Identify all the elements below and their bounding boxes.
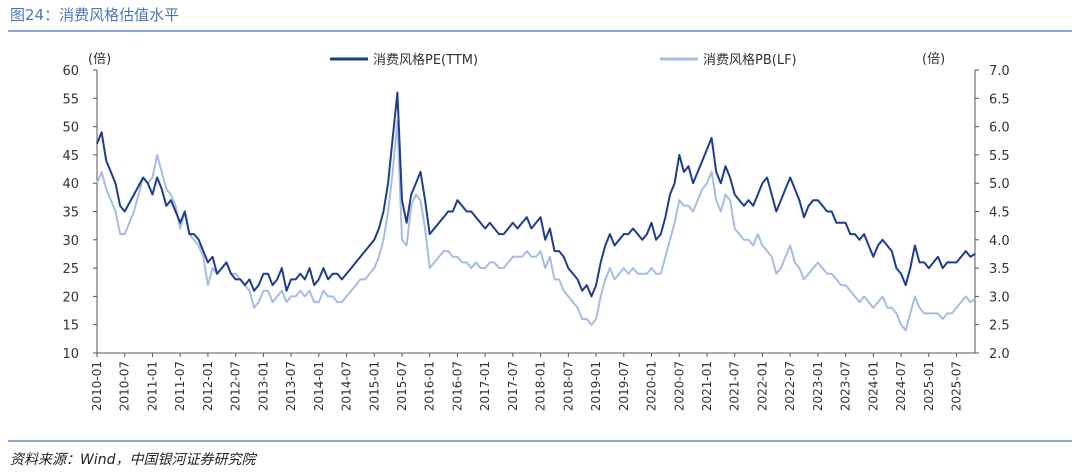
left-tick-label: 10: [62, 347, 79, 362]
x-tick-label: 2011-07: [173, 361, 187, 411]
right-tick-label: 2.0: [989, 347, 1010, 362]
source-note: 资料来源：Wind，中国银河证券研究院: [10, 452, 256, 468]
right-axis-unit: (倍): [922, 52, 945, 67]
x-tick-label: 2020-01: [645, 361, 659, 411]
x-tick-label: 2010-07: [118, 361, 132, 411]
x-tick-label: 2011-01: [145, 361, 159, 411]
x-tick-label: 2018-01: [534, 361, 548, 411]
x-tick-label: 2015-01: [367, 361, 381, 411]
x-tick-label: 2013-07: [284, 361, 298, 411]
x-tick-label: 2019-01: [589, 361, 603, 411]
x-tick-label: 2014-07: [340, 361, 354, 411]
right-tick-label: 6.0: [989, 121, 1010, 136]
left-tick-label: 45: [62, 149, 79, 164]
legend-label: 消费风格PB(LF): [703, 52, 797, 68]
right-tick-label: 3.0: [989, 290, 1010, 305]
figure-title: 图24：消费风格估值水平: [10, 6, 180, 24]
series-group: [96, 91, 976, 332]
right-tick-label: 5.0: [989, 177, 1010, 192]
x-tick-label: 2012-07: [229, 361, 243, 411]
x-tick-label: 2017-07: [506, 361, 520, 411]
left-tick-label: 55: [62, 92, 79, 107]
x-tick-label: 2014-01: [312, 361, 326, 411]
x-tick-label: 2018-07: [561, 361, 575, 411]
x-tick-label: 2022-07: [783, 361, 797, 411]
legend-label: 消费风格PE(TTM): [373, 52, 478, 68]
x-tick-label: 2019-07: [617, 361, 631, 411]
left-tick-label: 30: [62, 234, 79, 249]
left-tick-label: 60: [62, 64, 79, 79]
x-tick-label: 2024-01: [866, 361, 880, 411]
right-tick-label: 4.0: [989, 234, 1010, 249]
right-tick-label: 3.5: [989, 262, 1010, 277]
x-tick-label: 2023-01: [811, 361, 825, 411]
x-tick-label: 2021-07: [728, 361, 742, 411]
x-tick-label: 2024-07: [894, 361, 908, 411]
right-tick-label: 7.0: [989, 64, 1010, 79]
left-tick-label: 20: [62, 290, 79, 305]
pb-lf-series-line: [96, 119, 976, 332]
left-tick-label: 35: [62, 206, 79, 221]
valuation-line-chart: 10 15 20 25 30 35 40 45 50 55 60 2.0 2.5 3.0 3.5 4.0 4.5…: [62, 52, 1009, 411]
left-tick-label: 15: [62, 319, 79, 334]
x-tick-label: 2016-07: [450, 361, 464, 411]
x-tick-label: 2022-01: [755, 361, 769, 411]
x-tick-label: 2010-01: [90, 361, 104, 411]
left-tick-label: 25: [62, 262, 79, 277]
x-tick-label: 2017-01: [478, 361, 492, 411]
right-tick-label: 4.5: [989, 206, 1010, 221]
x-tick-label: 2013-01: [256, 361, 270, 411]
footer-divider: [8, 440, 1072, 442]
left-tick-label: 50: [62, 121, 79, 136]
title-divider: [8, 30, 1072, 32]
x-tick-label: 2023-07: [839, 361, 853, 411]
x-tick-label: 2020-07: [672, 361, 686, 411]
pe-ttm-series-line: [96, 91, 976, 298]
left-axis-unit: (倍): [88, 52, 111, 67]
right-tick-label: 6.5: [989, 92, 1010, 107]
right-tick-label: 5.5: [989, 149, 1010, 164]
chart-legend: 消费风格PE(TTM) 消费风格PB(LF): [330, 52, 797, 68]
x-tick-label: 2021-01: [700, 361, 714, 411]
x-tick-label: 2025-01: [922, 361, 936, 411]
x-tick-label: 2025-07: [950, 361, 964, 411]
x-tick-label: 2015-07: [395, 361, 409, 411]
left-tick-label: 40: [62, 177, 79, 192]
x-tick-label: 2016-01: [423, 361, 437, 411]
axes-group: 10 15 20 25 30 35 40 45 50 55 60 2.0 2.5 3.0 3.5 4.0 4.5…: [62, 64, 1009, 411]
x-tick-label: 2012-01: [201, 361, 215, 411]
right-tick-label: 2.5: [989, 319, 1010, 334]
